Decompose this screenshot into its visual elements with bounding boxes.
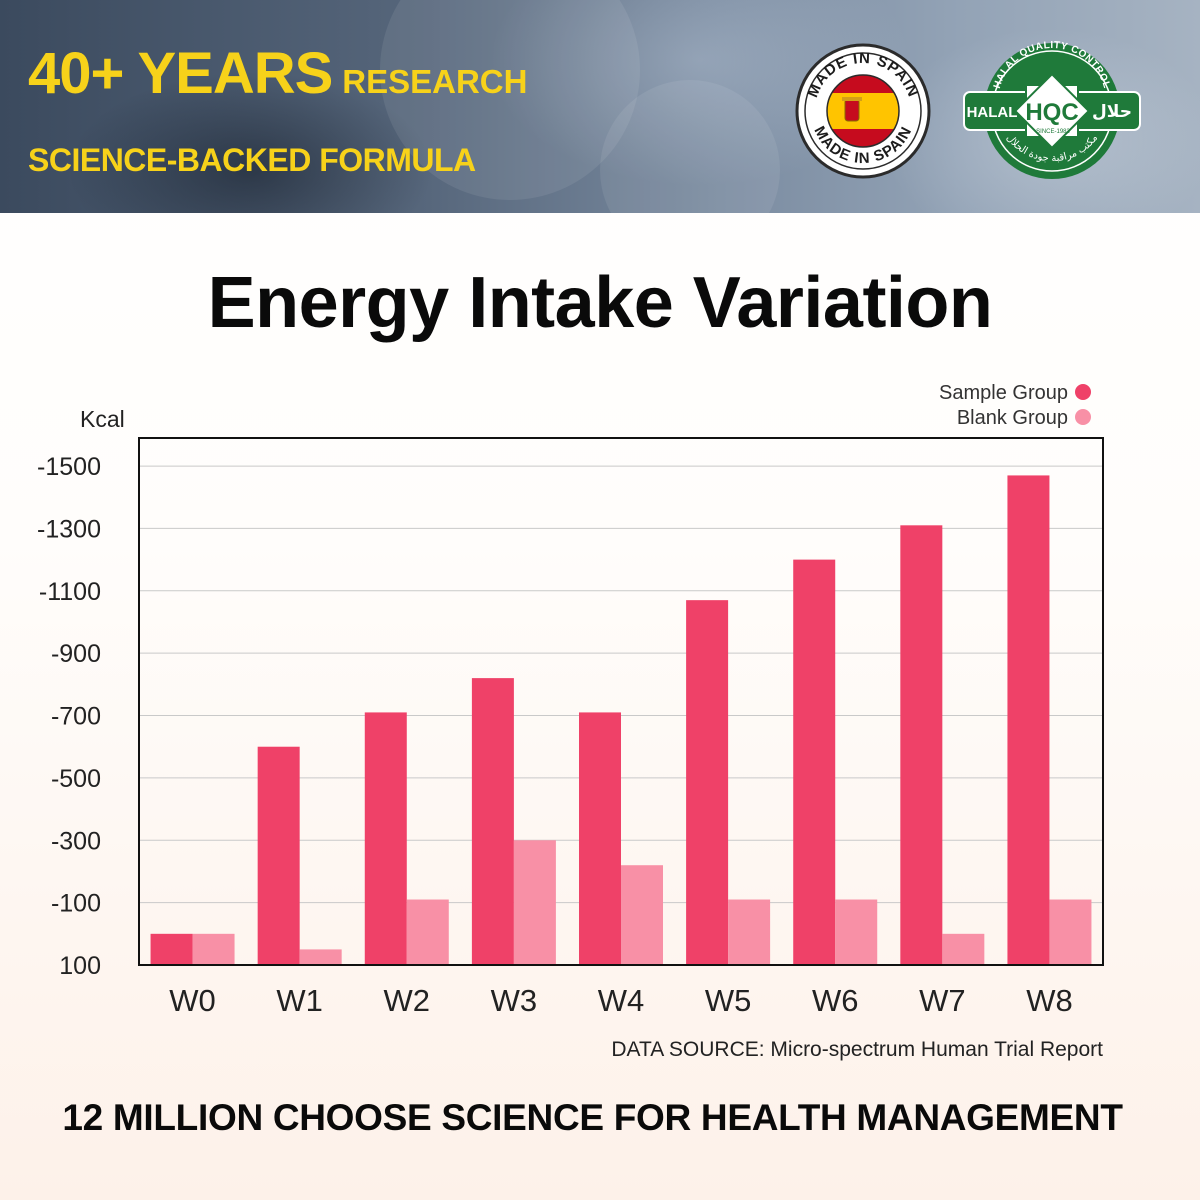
hqc-center-text: HQC [1025, 99, 1078, 126]
bar-sample-group-w6 [793, 559, 836, 965]
bar-sample-group-w0 [150, 933, 193, 965]
bar-sample-group-w7 [900, 525, 943, 965]
chart-title: Energy Intake Variation [207, 263, 993, 343]
y-axis-ticks: 100 -100 -300 -500 -700 -900 -1100 -1300 -1500 [37, 453, 101, 980]
x-tick-label: W4 [598, 983, 645, 1018]
bar-sample-group-w1 [257, 746, 300, 965]
headline-research: RESEARCH [342, 63, 528, 100]
x-tick-label: W5 [705, 983, 752, 1018]
made-in-spain-badge: MADE IN SPAIN MADE IN SPAIN [795, 43, 931, 179]
header-banner: 40+ YEARS RESEARCH SCIENCE-BACKED FORMULA… [0, 0, 1200, 213]
star-emblem-icon [1013, 72, 1091, 150]
x-tick-label: W2 [384, 983, 431, 1018]
y-tick-label: 100 [59, 952, 101, 980]
x-tick-label: W1 [276, 983, 323, 1018]
x-tick-label: W8 [1026, 983, 1073, 1018]
legend-swatch [1075, 409, 1091, 425]
y-tick-label: -300 [51, 827, 101, 855]
spain-flag-icon [827, 75, 899, 147]
hqc-since-text: -SINCE-1983 [1034, 129, 1070, 135]
legend: Sample Group Blank Group [939, 382, 1091, 429]
banner-background-shape [380, 0, 640, 200]
y-tick-label: -1300 [37, 515, 101, 543]
bar-sample-group-w8 [1007, 475, 1050, 965]
hqc-right-text: حلال [1092, 102, 1132, 122]
legend-label: Sample Group [939, 382, 1068, 404]
bar-blank-group-w6 [835, 899, 878, 965]
hqc-left-text: HALAL [967, 104, 1018, 121]
x-tick-label: W6 [812, 983, 859, 1018]
bar-blank-group-w7 [942, 933, 985, 965]
headline-years: 40+ YEARS [28, 41, 333, 106]
bar-blank-group-w8 [1049, 899, 1092, 965]
x-tick-label: W7 [919, 983, 966, 1018]
bar-blank-group-w5 [728, 899, 771, 965]
x-tick-label: W3 [491, 983, 538, 1018]
y-tick-label: -100 [51, 890, 101, 918]
legend-swatch [1075, 384, 1091, 400]
bar-blank-group-w3 [513, 840, 556, 965]
hqc-halal-badge: HQC -SINCE-1983 HALAL حلال HALAL QUALITY… [963, 40, 1141, 179]
bar-blank-group-w0 [192, 933, 235, 965]
x-tick-label: W0 [169, 983, 216, 1018]
bar-blank-group-w1 [299, 949, 342, 965]
bar-sample-group-w2 [364, 712, 407, 965]
y-axis-label: Kcal [80, 406, 125, 432]
footer-tagline: 12 MILLION CHOOSE SCIENCE FOR HEALTH MAN… [62, 1097, 1123, 1138]
plot-frame [138, 437, 1104, 966]
y-tick-label: -700 [51, 703, 101, 731]
headline: 40+ YEARS RESEARCH [28, 40, 527, 107]
bar-sample-group-w4 [579, 712, 621, 965]
y-tick-label: -1100 [39, 578, 101, 606]
y-tick-label: -900 [51, 640, 101, 668]
legend-label: Blank Group [957, 407, 1068, 429]
bar-blank-group-w2 [406, 899, 449, 965]
bars [150, 475, 1092, 965]
banner-background-shape [600, 80, 780, 213]
y-tick-label: -500 [51, 765, 101, 793]
data-source-note: DATA SOURCE: Micro-spectrum Human Trial … [611, 1038, 1103, 1061]
x-axis-ticks: W0 W1 W2 W3 W4 W5 W6 W7 W8 [169, 983, 1072, 1018]
bar-sample-group-w5 [686, 600, 729, 965]
bar-blank-group-w4 [621, 865, 663, 965]
bar-sample-group-w3 [471, 678, 514, 965]
bar-chart: 100 -100 -300 -500 -700 -900 -1100 -1300 -1500 W… [37, 382, 1104, 1018]
subheadline: SCIENCE-BACKED FORMULA [28, 142, 476, 178]
y-tick-label: -1500 [37, 453, 101, 481]
